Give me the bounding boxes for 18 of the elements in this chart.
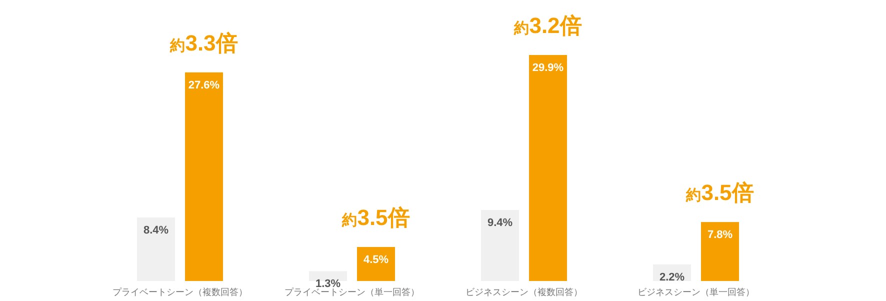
data-label: 9.4% — [487, 216, 513, 229]
data-label: 27.6% — [188, 79, 220, 92]
x-tick-label: ビジネスシーン（単一回答） — [638, 287, 754, 297]
annotation: 約3.2倍 — [513, 13, 582, 38]
data-label: 4.5% — [363, 254, 389, 266]
bar — [529, 55, 567, 281]
data-label: 29.9% — [532, 62, 564, 74]
bar — [185, 72, 223, 281]
annotation: 約3.5倍 — [685, 180, 754, 206]
x-tick-label: プライベートシーン（複数回答） — [112, 287, 248, 297]
data-label: 8.4% — [143, 224, 169, 237]
data-label: 7.8% — [707, 229, 733, 242]
x-tick-label: ビジネスシーン（複数回答） — [466, 287, 582, 297]
data-label: 2.2% — [659, 271, 685, 284]
bar — [357, 246, 395, 281]
annotation: 約3.5倍 — [341, 204, 410, 230]
bar — [701, 222, 739, 281]
annotation: 約3.3倍 — [169, 30, 238, 56]
